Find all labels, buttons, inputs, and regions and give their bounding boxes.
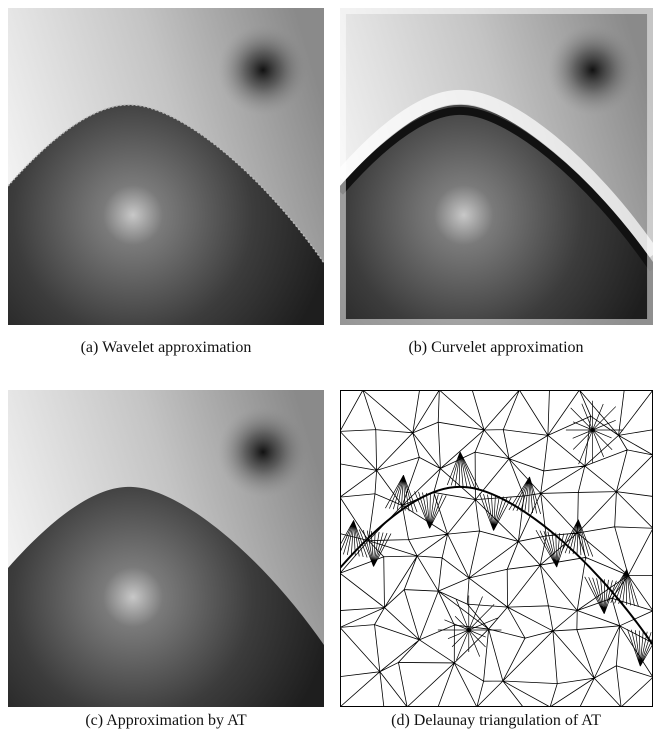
mesh	[340, 390, 653, 707]
edge	[8, 104, 324, 264]
caption: (b) Curvelet approximation	[408, 339, 584, 356]
dark-region	[340, 104, 653, 325]
at-image	[8, 390, 324, 707]
dark-region	[8, 104, 324, 325]
fans	[340, 400, 653, 667]
caption: (a) Wavelet approximation	[80, 339, 252, 356]
wavelet-image	[8, 8, 324, 325]
triangulation-image	[340, 390, 653, 707]
curve	[340, 485, 653, 646]
curvelet-image	[340, 8, 653, 325]
edge	[340, 106, 653, 272]
dark-region	[8, 486, 324, 707]
border-blur	[340, 8, 653, 325]
halo	[340, 89, 653, 259]
caption: (c) Approximation by AT	[85, 712, 247, 729]
caption: (d) Delaunay triangulation of AT	[391, 712, 601, 729]
